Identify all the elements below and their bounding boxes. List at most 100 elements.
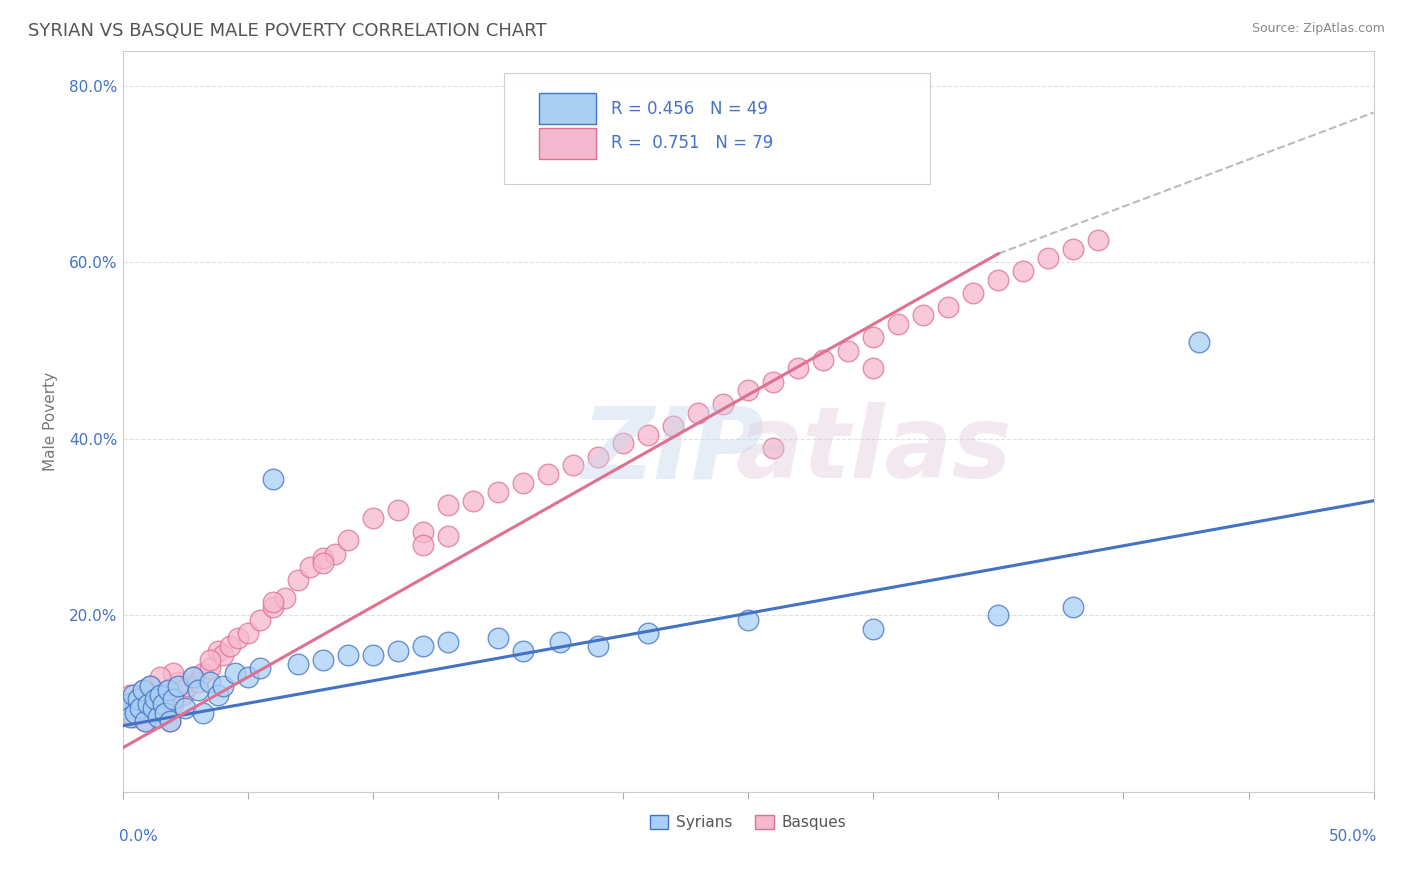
Point xyxy=(862,330,884,344)
Point xyxy=(191,665,214,680)
Point xyxy=(149,670,172,684)
Point xyxy=(837,343,859,358)
Point xyxy=(361,648,384,663)
Point xyxy=(249,661,271,675)
Point xyxy=(139,679,162,693)
Point xyxy=(486,484,509,499)
Point xyxy=(262,472,284,486)
Point xyxy=(236,626,259,640)
Point xyxy=(211,679,233,693)
Point xyxy=(159,714,181,729)
Point xyxy=(134,714,156,729)
Point xyxy=(612,436,634,450)
Point xyxy=(162,692,184,706)
Point xyxy=(143,692,166,706)
Point xyxy=(437,635,460,649)
Point xyxy=(1062,599,1084,614)
Point xyxy=(117,697,139,711)
Point xyxy=(586,450,609,464)
Point xyxy=(412,640,434,654)
Point xyxy=(323,547,346,561)
Point xyxy=(586,640,609,654)
Point xyxy=(387,502,409,516)
Point xyxy=(120,710,142,724)
Point xyxy=(207,688,229,702)
Point xyxy=(181,670,204,684)
Point xyxy=(174,701,197,715)
Point xyxy=(153,706,176,720)
Point xyxy=(387,644,409,658)
Point xyxy=(336,648,359,663)
Text: R = 0.456   N = 49: R = 0.456 N = 49 xyxy=(610,100,768,118)
Y-axis label: Male Poverty: Male Poverty xyxy=(44,372,58,471)
Point xyxy=(412,538,434,552)
Text: atlas: atlas xyxy=(735,402,1011,500)
Point xyxy=(124,701,146,715)
Point xyxy=(226,631,249,645)
Point xyxy=(962,286,984,301)
Point xyxy=(149,688,172,702)
Point xyxy=(312,652,335,666)
Point xyxy=(117,706,139,720)
Point xyxy=(162,697,184,711)
Point xyxy=(550,635,572,649)
Point xyxy=(936,300,959,314)
Point xyxy=(207,644,229,658)
Point xyxy=(862,622,884,636)
Bar xyxy=(540,128,596,159)
Point xyxy=(159,714,181,729)
Point xyxy=(512,476,534,491)
Point xyxy=(762,441,785,455)
Point xyxy=(172,688,194,702)
Point xyxy=(249,613,271,627)
Point xyxy=(637,626,659,640)
Point xyxy=(156,683,179,698)
Point xyxy=(1062,242,1084,256)
Text: 50.0%: 50.0% xyxy=(1329,829,1378,844)
Point xyxy=(437,498,460,512)
Point xyxy=(149,692,172,706)
Point xyxy=(1012,264,1035,278)
Point xyxy=(236,670,259,684)
Point xyxy=(166,674,188,689)
Point xyxy=(127,692,149,706)
Point xyxy=(176,679,198,693)
Point xyxy=(486,631,509,645)
Point xyxy=(139,679,162,693)
Point xyxy=(262,595,284,609)
Point xyxy=(762,375,785,389)
Point xyxy=(537,467,560,482)
Point xyxy=(146,710,169,724)
Point xyxy=(114,697,136,711)
Point xyxy=(131,683,153,698)
Point xyxy=(562,458,585,473)
Point xyxy=(131,683,153,698)
Point xyxy=(152,697,174,711)
Point xyxy=(912,309,935,323)
Text: 0.0%: 0.0% xyxy=(120,829,157,844)
Point xyxy=(312,551,335,566)
Point xyxy=(181,670,204,684)
Point xyxy=(711,397,734,411)
Text: ZIP: ZIP xyxy=(582,402,765,500)
Point xyxy=(162,665,184,680)
Point xyxy=(312,556,335,570)
Point xyxy=(737,384,759,398)
Point xyxy=(737,613,759,627)
Point xyxy=(120,688,142,702)
Point xyxy=(129,701,152,715)
Point xyxy=(198,661,221,675)
Point xyxy=(211,648,233,663)
Point xyxy=(219,640,242,654)
Point xyxy=(987,273,1010,287)
Point xyxy=(121,710,143,724)
Point xyxy=(1087,234,1109,248)
Point xyxy=(198,652,221,666)
Point xyxy=(787,361,810,376)
Point xyxy=(287,657,309,671)
Point xyxy=(134,714,156,729)
Point xyxy=(224,665,246,680)
Point xyxy=(156,683,179,698)
Point xyxy=(662,418,685,433)
Bar xyxy=(540,93,596,124)
